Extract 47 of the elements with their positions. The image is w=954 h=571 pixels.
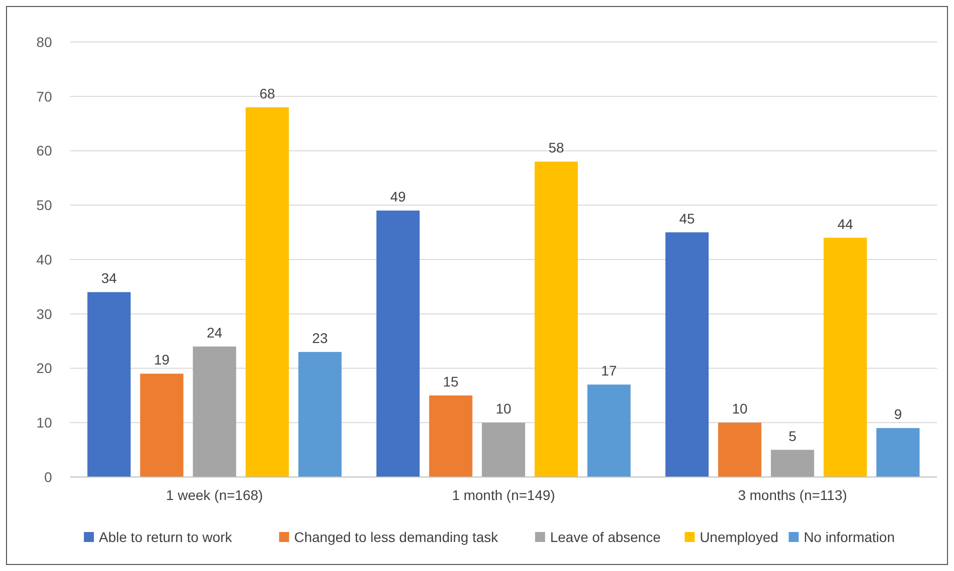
data-label: 17 [601, 362, 617, 379]
data-label: 5 [788, 428, 797, 444]
legend-label: Leave of absence [550, 528, 661, 545]
bar [429, 395, 472, 477]
data-label: 58 [548, 140, 564, 156]
y-tick-label: 30 [36, 306, 52, 322]
data-label: 45 [679, 210, 696, 226]
y-tick-label: 0 [44, 468, 52, 485]
legend-label: Unemployed [700, 528, 778, 545]
data-label: 49 [390, 188, 406, 205]
data-label: 23 [312, 330, 328, 346]
legend-label: Changed to less demanding task [294, 528, 500, 545]
data-label: 10 [496, 400, 512, 417]
y-tick-label: 20 [36, 360, 52, 376]
y-tick-label: 60 [36, 142, 52, 159]
data-label: 34 [101, 270, 118, 286]
bar [482, 422, 526, 477]
bar [192, 346, 236, 477]
bar [87, 292, 131, 477]
legend-label: No information [804, 528, 895, 545]
x-tick-label: 1 month (n=149) [452, 487, 556, 503]
legend-label: Able to return to work [98, 528, 233, 545]
bar [770, 450, 814, 477]
bar [665, 232, 709, 477]
data-label: 24 [206, 324, 222, 340]
data-label: 19 [154, 352, 170, 368]
y-tick-label: 50 [36, 197, 52, 214]
y-tick-label: 80 [36, 34, 52, 50]
bar [824, 238, 867, 477]
data-label: 68 [259, 85, 276, 102]
bar [718, 422, 762, 477]
bar [376, 210, 420, 477]
bar [534, 162, 578, 477]
bar [140, 374, 184, 477]
data-label: 44 [837, 216, 854, 232]
bar [298, 352, 342, 477]
bar [587, 384, 631, 477]
bar [876, 428, 920, 477]
x-tick-label: 3 months (n=113) [738, 487, 848, 503]
x-tick-label: 1 week (n=168) [166, 487, 263, 503]
data-label: 15 [442, 373, 459, 390]
data-label: 9 [894, 406, 902, 422]
y-tick-label: 70 [36, 88, 52, 104]
bar [246, 107, 289, 477]
y-tick-label: 10 [36, 414, 52, 431]
y-tick-label: 40 [36, 251, 52, 268]
data-label: 10 [732, 400, 748, 417]
